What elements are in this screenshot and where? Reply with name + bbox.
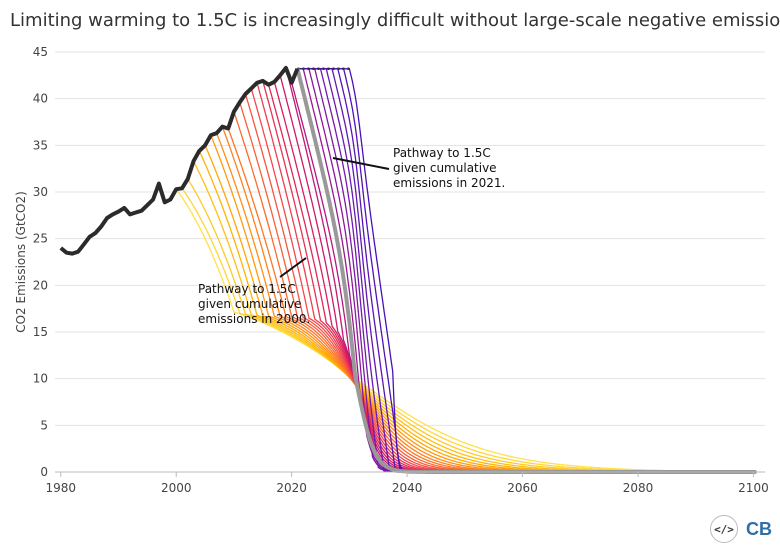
y-axis-label: CO2 Emissions (GtCO2) [14, 191, 28, 333]
carbonbrief-logo: CB [746, 518, 772, 539]
y-tick-label: 40 [33, 92, 48, 106]
historical-emissions-line [59, 65, 300, 256]
annotation-2021-text: emissions in 2021. [393, 176, 505, 190]
chart-title: Limiting warming to 1.5C is increasingly… [10, 10, 780, 31]
annotation-2021-text: given cumulative [393, 161, 497, 175]
gridlines [55, 51, 765, 426]
pathway-line [239, 102, 757, 473]
historical-group [59, 65, 300, 256]
annotation-pointer-2000 [279, 257, 307, 278]
y-tick-label: 5 [40, 418, 48, 432]
y-tick-label: 35 [33, 138, 48, 152]
y-tick-label: 10 [33, 372, 48, 386]
pathway-lines [175, 67, 757, 473]
annotation-2000-text: Pathway to 1.5C [198, 282, 296, 296]
pathway-line [273, 81, 757, 473]
axes: 0 5 10 15 20 25 30 35 40 45 1980 2000 2020 2040 2060 20… [14, 45, 769, 495]
x-tick-label: 2000 [161, 481, 192, 495]
pathway-line [250, 88, 757, 473]
annotation-2021-text: Pathway to 1.5C [393, 146, 491, 160]
pathway-line [181, 187, 757, 473]
x-tick-label: 2060 [507, 481, 538, 495]
y-tick-label: 0 [40, 465, 48, 479]
annotation-pointer-2021 [332, 157, 390, 170]
pathway-line [244, 93, 757, 473]
pathway-line [285, 67, 757, 473]
x-tick-label: 2020 [276, 481, 307, 495]
pathway-line [262, 80, 757, 473]
x-tick-label: 1980 [45, 481, 76, 495]
y-tick-label: 45 [33, 45, 48, 59]
annotation-2000-text: emissions in 2000. [198, 312, 310, 326]
annotation-2000-text: given cumulative [198, 297, 302, 311]
y-tick-label: 25 [33, 232, 48, 246]
x-tick-label: 2080 [623, 481, 654, 495]
x-tick-label: 2040 [392, 481, 423, 495]
embed-code-icon[interactable]: </> [710, 515, 738, 543]
x-tick-label: 2100 [738, 481, 769, 495]
y-tick-label: 30 [33, 185, 48, 199]
y-tick-label: 15 [33, 325, 48, 339]
y-tick-label: 20 [33, 278, 48, 292]
logo-area: </> CB [710, 515, 772, 543]
